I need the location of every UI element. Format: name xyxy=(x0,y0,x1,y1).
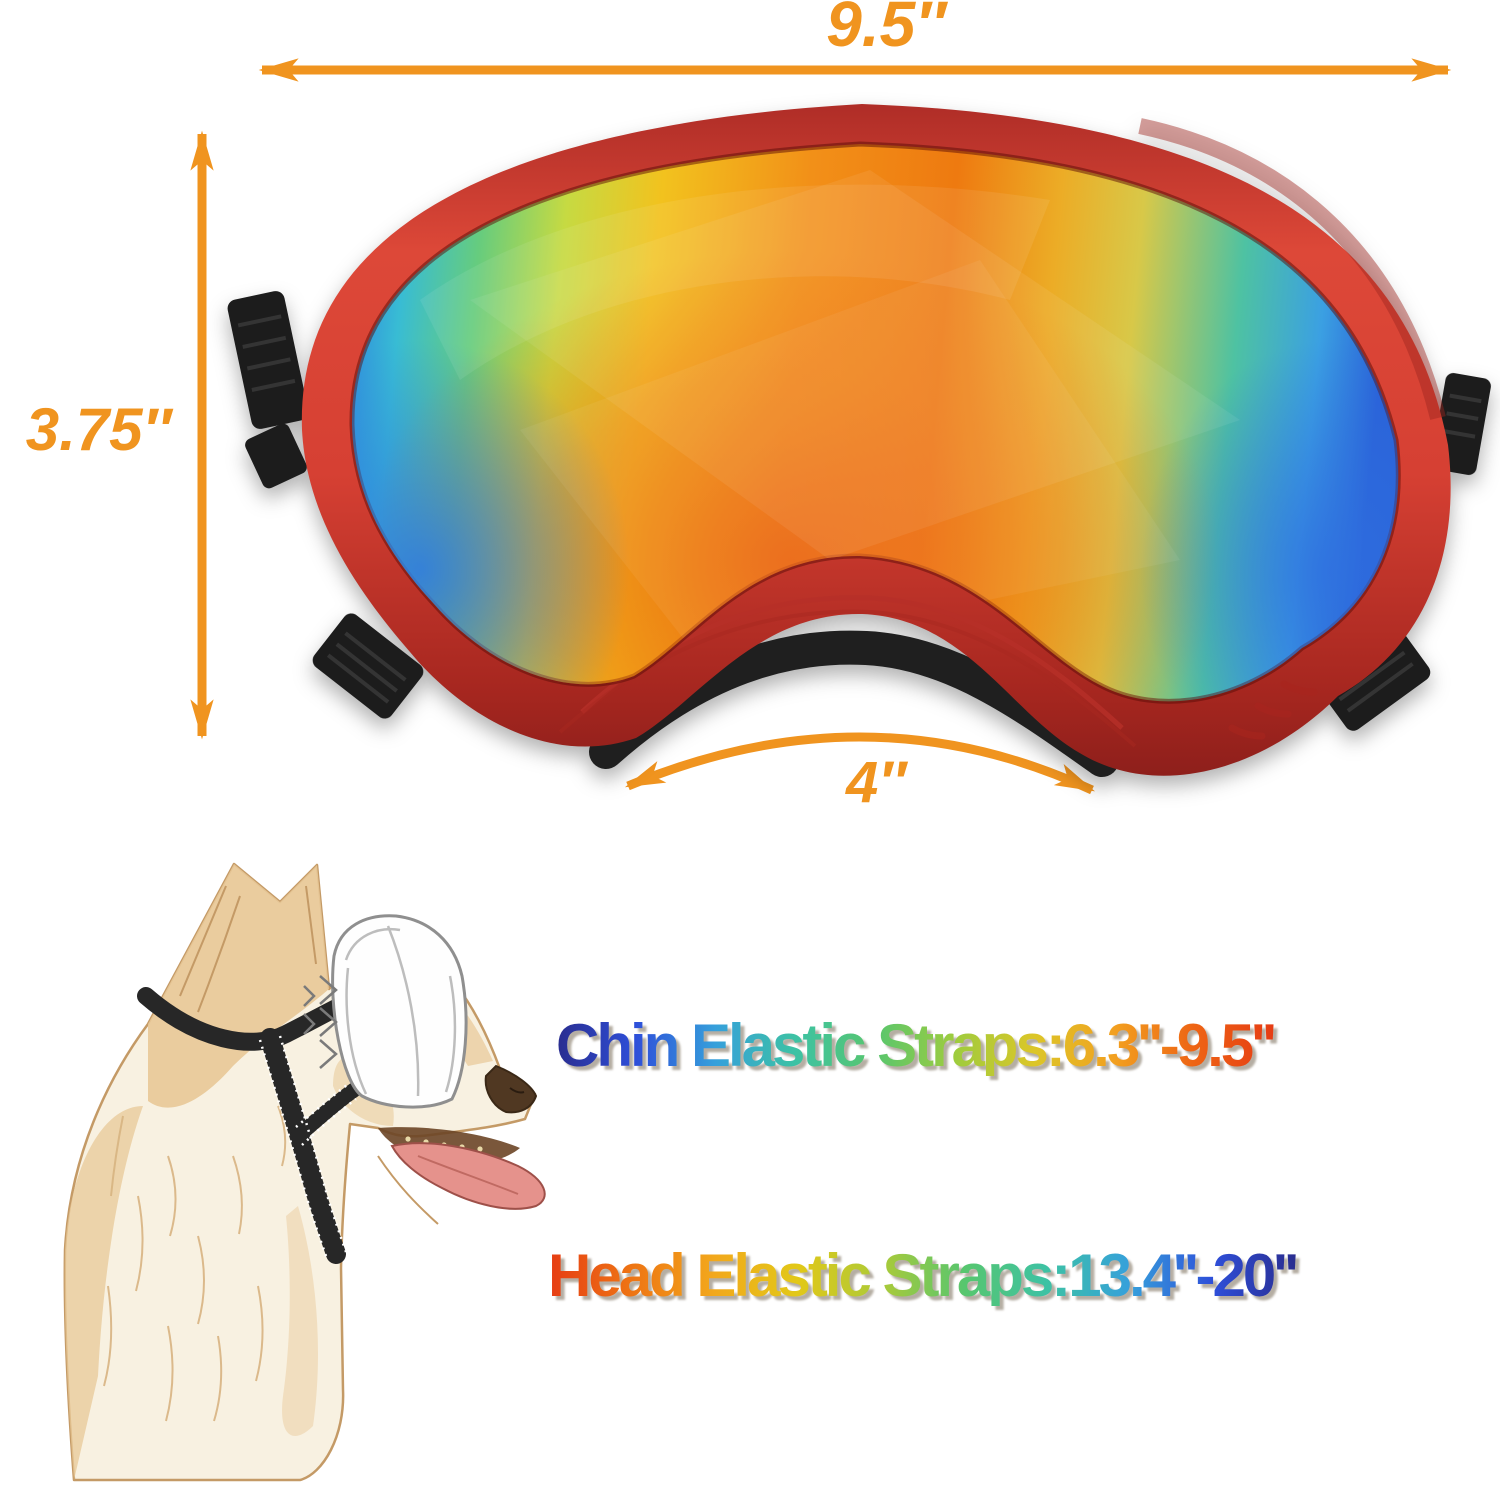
strap-tab-left-lower xyxy=(245,423,307,489)
chin-strap-range-text: Chin Elastic Straps:6.3''-9.5'' xyxy=(556,1012,1277,1079)
head-strap-range-text: Head Elastic Straps:13.4''-20'' xyxy=(548,1242,1299,1309)
strap-tab-top-left xyxy=(227,291,309,429)
width-dimension-label: 9.5″ xyxy=(826,0,946,60)
height-dimension-label: 3.75″ xyxy=(25,396,172,463)
bridge-arc-arrow xyxy=(624,732,1096,795)
strap-tab-bottom-left xyxy=(312,613,424,719)
goggle-lens xyxy=(349,141,1401,704)
dog-goggles-product-diagram xyxy=(190,58,1491,795)
dog-head-sketch xyxy=(63,862,546,1482)
dog-goggle-sketch xyxy=(303,914,468,1109)
dog-goggle-straps xyxy=(137,987,362,1264)
goggles xyxy=(227,104,1491,777)
